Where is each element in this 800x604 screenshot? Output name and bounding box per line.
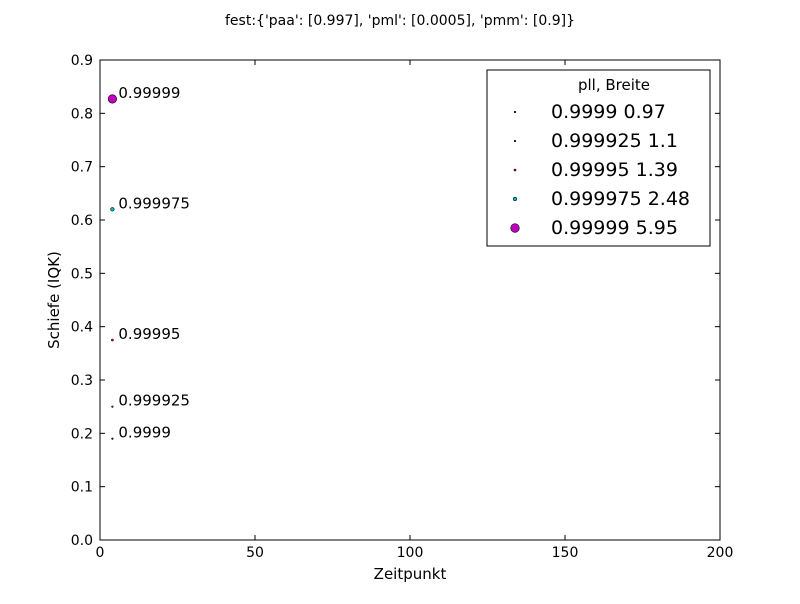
x-axis-label: Zeitpunkt [374,565,447,583]
y-tick-label: 0.1 [71,480,93,496]
y-tick-label: 0.2 [71,426,93,442]
data-point [110,207,115,212]
data-points: 0.9999 0.999925 0.99995 0.999975 0.99999 [107,84,190,442]
y-tick-label: 0.9 [71,53,93,69]
data-point [107,94,117,104]
legend-title: pll, Breite [578,76,650,94]
y-tick-label: 0.8 [71,106,93,122]
legend-entry: 0.999975 2.48 [551,188,690,210]
legend: pll, Breite 0.9999 0.970.999925 1.10.999… [486,69,711,247]
legend-marker [512,196,518,202]
data-label: 0.99995 [118,325,180,343]
y-tick-label: 0.0 [71,533,93,549]
legend-entry: 0.9999 0.97 [551,101,666,123]
y-tick-label: 0.6 [71,213,93,229]
data-label: 0.99999 [118,84,180,102]
y-tick-label: 0.7 [71,160,93,176]
x-tick-label: 200 [707,545,734,561]
legend-items: 0.9999 0.97 0.999925 1.1 0.99995 1.39 0.999… [510,101,690,239]
legend-marker [513,139,517,143]
data-label: 0.999975 [118,194,190,212]
x-axis: 0 50 100 150 200 [96,60,734,561]
x-tick-label: 100 [397,545,424,561]
y-axis: 0.0 0.1 0.2 0.3 0.4 0.5 0.6 0.7 0.8 0.9 [71,53,720,549]
data-label: 0.999925 [118,392,190,410]
y-tick-label: 0.5 [71,266,93,282]
legend-marker [513,110,517,114]
legend-box [486,69,711,247]
y-tick-label: 0.4 [71,320,93,336]
y-tick-label: 0.3 [71,373,93,389]
data-point [111,338,114,342]
legend-marker [513,168,517,172]
x-tick-label: 0 [96,545,105,561]
x-tick-label: 150 [552,545,579,561]
legend-entry: 0.99999 5.95 [551,217,678,239]
data-point [111,437,114,440]
x-tick-label: 50 [246,545,264,561]
legend-marker [510,223,520,233]
y-axis-label: Schiefe (IQK) [45,251,63,349]
legend-entry: 0.99995 1.39 [551,159,678,181]
data-point [111,405,114,408]
chart-title: fest:{'paa': [0.997], 'pml': [0.0005], '… [225,13,575,29]
legend-entry: 0.999925 1.1 [551,130,678,152]
data-label: 0.9999 [118,424,170,442]
